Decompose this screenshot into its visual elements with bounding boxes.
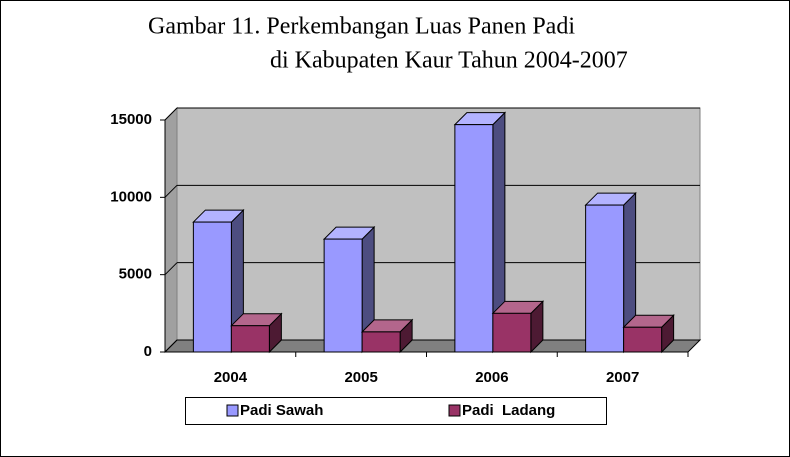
x-tick-label: 2005 [344, 369, 377, 386]
x-tick-label: 2004 [214, 369, 248, 386]
bar [230, 312, 283, 354]
legend-label: Padi Sawah [240, 402, 323, 419]
bar-front [623, 326, 663, 353]
legend-label: Padi Ladang [462, 402, 555, 419]
x-tick-label: 2006 [475, 369, 508, 386]
bar-front [454, 124, 494, 353]
grid-line [164, 339, 178, 353]
grid-line [164, 184, 178, 198]
bar [491, 300, 545, 354]
bar-front [585, 204, 625, 353]
y-tick-label: 10000 [110, 188, 152, 205]
grid-line [164, 107, 178, 121]
bar-front [323, 238, 363, 353]
y-tick-label: 5000 [119, 266, 152, 283]
y-tick-label: 15000 [110, 111, 152, 128]
x-tick-label: 2007 [606, 369, 639, 386]
side-wall [164, 106, 178, 354]
bar-front [361, 331, 401, 353]
bar [360, 318, 414, 354]
bar-front [230, 325, 270, 353]
legend-swatch [448, 404, 461, 417]
bar [622, 314, 675, 354]
bar-front [492, 312, 532, 353]
bar-front [192, 221, 232, 353]
bar [453, 111, 507, 354]
grid-line [164, 262, 178, 276]
chart-title: Gambar 11. Perkembangan Luas Panen Padi [148, 14, 575, 40]
legend-box [185, 397, 607, 425]
y-tick-label: 0 [144, 343, 152, 360]
bar [322, 225, 376, 354]
chart-title: di Kabupaten Kaur Tahun 2004-2007 [270, 48, 628, 74]
bar [584, 191, 637, 354]
legend-swatch [226, 404, 239, 417]
